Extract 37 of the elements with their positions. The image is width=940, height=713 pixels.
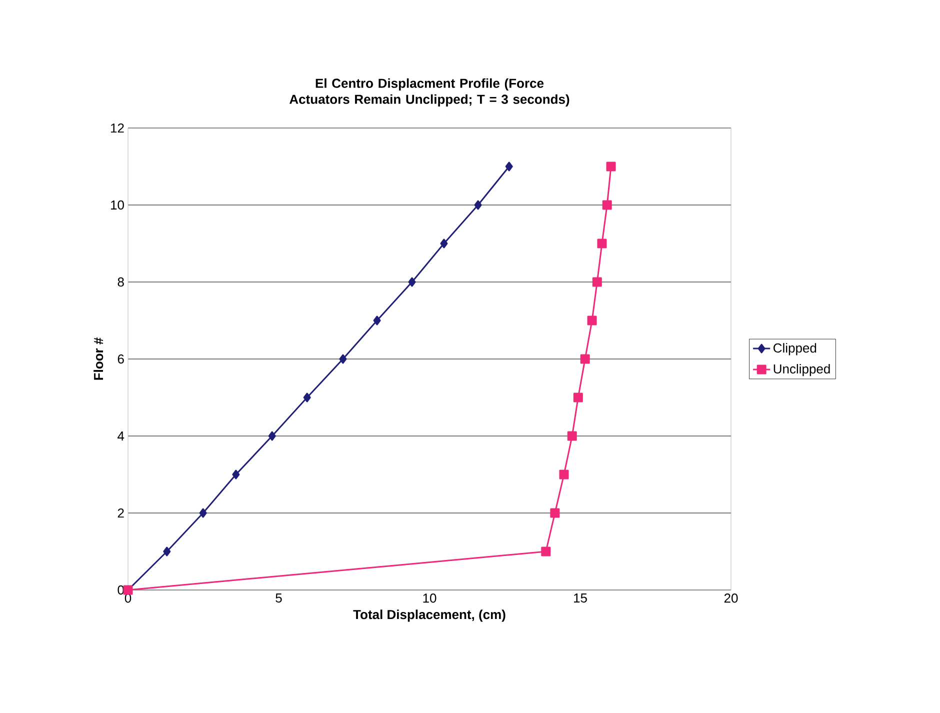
legend-label: Clipped: [774, 343, 816, 356]
point: [567, 431, 577, 441]
x-tick-label: 20: [724, 594, 738, 603]
point: [559, 470, 569, 480]
y-tick-label: 8: [118, 277, 124, 287]
point: [541, 546, 551, 556]
point: [606, 162, 616, 172]
x-axis-title: Total Displacement, (cm): [353, 610, 506, 622]
y-tick-label: 4: [118, 432, 124, 440]
point: [505, 162, 513, 172]
y-tick-label: 12: [110, 123, 124, 133]
x-tick-label: 10: [423, 594, 436, 603]
point: [592, 277, 602, 287]
chart-title: El Centro Displacment Profile (Force Actuators Remain Unclipped; T = 3 seconds): [290, 78, 570, 106]
point: [580, 354, 590, 364]
point: [440, 238, 448, 248]
legend-label: Unclipped: [774, 364, 830, 376]
point: [474, 200, 482, 210]
y-tick-label: 2: [118, 508, 124, 518]
point: [232, 470, 240, 480]
point: [597, 238, 607, 248]
y-tick-label: 10: [110, 200, 124, 210]
point: [303, 392, 311, 402]
y-axis-title: Floor #: [94, 338, 104, 380]
point: [587, 316, 597, 326]
x-tick-label: 5: [276, 594, 282, 603]
point: [602, 200, 612, 210]
point: [163, 546, 171, 556]
point: [573, 392, 583, 402]
point: [550, 508, 560, 518]
point: [408, 277, 416, 287]
point: [373, 316, 381, 326]
point: [339, 354, 347, 364]
x-tick-label: 15: [574, 594, 587, 603]
y-tick-label: 6: [118, 354, 124, 364]
point: [268, 431, 276, 441]
point: [199, 508, 207, 518]
